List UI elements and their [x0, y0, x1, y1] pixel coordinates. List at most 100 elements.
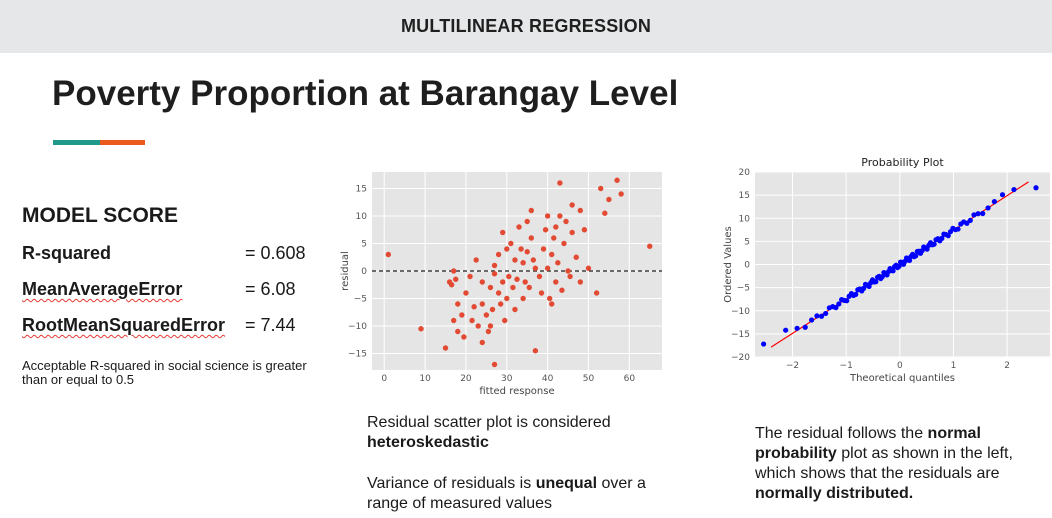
qq-caption-mid: plot as shown in the left, which shows t… — [755, 445, 1013, 482]
qq-ytick-label: −5 — [737, 284, 750, 294]
residual-point — [567, 273, 573, 280]
residual-point — [471, 304, 477, 310]
qq-caption-pre: The residual follows the — [755, 425, 924, 442]
residual-point — [385, 251, 392, 258]
residual-point — [485, 328, 492, 335]
residual-point — [606, 196, 612, 203]
residual-ytick-label: 0 — [361, 267, 367, 277]
residual-point — [544, 213, 551, 219]
residual-caption: Residual scatter plot is considered hete… — [367, 413, 687, 453]
residual-point — [504, 246, 510, 252]
qq-point — [999, 192, 1006, 198]
residual-point — [500, 229, 506, 236]
residual-point — [487, 323, 494, 329]
qq-point — [991, 199, 998, 205]
residual-point — [489, 306, 496, 313]
residual-point — [520, 295, 526, 302]
residual-point — [542, 227, 549, 233]
residual-point — [520, 260, 526, 266]
qq-point — [939, 235, 945, 241]
qq-caption-bold1: normal probability — [755, 425, 981, 462]
qq-point — [931, 241, 937, 247]
residual-xtick-label: 60 — [624, 374, 636, 384]
residual-point — [522, 279, 528, 285]
residual-point — [510, 284, 516, 291]
variance-caption: Variance of residuals is unequal over a … — [367, 474, 677, 514]
accent-bar-teal — [53, 140, 100, 145]
residual-point — [506, 273, 512, 280]
variance-caption-post: over a range of measured values — [367, 475, 646, 512]
residual-xlabel: fitted response — [479, 386, 554, 397]
model-score-heading: MODEL SCORE — [22, 204, 178, 227]
metric-rmse-label: RootMeanSquaredError — [22, 315, 226, 335]
residual-point — [559, 287, 565, 293]
residual-point — [504, 295, 510, 302]
residual-point — [536, 273, 543, 280]
residual-point — [553, 224, 559, 230]
residual-point — [524, 218, 530, 225]
qq-xlabel: Theoretical quantiles — [849, 373, 955, 384]
qq-point — [783, 327, 789, 333]
residual-point — [469, 317, 475, 324]
residual-point — [479, 301, 485, 307]
residual-xtick-label: 40 — [542, 374, 554, 384]
qq-point — [861, 285, 867, 291]
qq-caption-bold2: normally distributed. — [755, 485, 914, 502]
residual-point — [479, 279, 485, 285]
residual-point — [557, 213, 563, 219]
qq-xtick-label: −1 — [840, 361, 853, 371]
qq-point — [836, 301, 842, 307]
residual-caption-line1: Residual scatter plot is considered — [367, 414, 611, 431]
residual-point — [618, 191, 624, 197]
qq-point — [913, 253, 919, 259]
residual-point — [461, 334, 467, 340]
qq-point — [1033, 185, 1039, 191]
residual-point — [581, 227, 588, 233]
residual-point — [569, 229, 575, 236]
qq-point — [924, 246, 930, 252]
qq-ytick-label: 20 — [739, 168, 751, 178]
residual-point — [563, 218, 569, 225]
residual-point — [483, 312, 490, 318]
residual-point — [518, 246, 524, 252]
page-title: Poverty Proportion at Barangay Level — [52, 74, 679, 113]
residual-xtick-label: 30 — [501, 374, 513, 384]
r-squared-note: Acceptable R-squared in social science i… — [22, 358, 307, 387]
qq-point — [971, 212, 977, 218]
residual-point — [455, 301, 461, 307]
residual-point — [524, 249, 530, 255]
residual-point — [528, 235, 534, 241]
residual-point — [526, 284, 532, 291]
residual-point — [557, 180, 563, 186]
residual-point — [544, 265, 551, 271]
residual-point — [647, 243, 653, 249]
residual-point — [495, 251, 502, 258]
qq-ytick-label: 15 — [739, 191, 750, 201]
residual-point — [473, 257, 479, 263]
header-title: MULTILINEAR REGRESSION — [400, 16, 652, 36]
qq-point — [818, 313, 825, 319]
residual-point — [565, 268, 571, 274]
qq-point — [890, 268, 896, 274]
residual-point — [577, 207, 584, 214]
residual-point — [553, 279, 559, 285]
qq-caption: The residual follows the normal probabil… — [755, 424, 1035, 504]
residual-point — [602, 210, 608, 216]
qq-point — [802, 324, 808, 330]
qq-point — [853, 291, 859, 297]
residual-point — [491, 262, 498, 269]
residual-point — [614, 177, 620, 183]
residual-point — [479, 339, 485, 346]
residual-point — [418, 326, 424, 332]
qq-point — [808, 317, 815, 323]
residual-point — [487, 284, 494, 291]
qq-xtick-label: 1 — [951, 361, 957, 371]
residual-point — [497, 301, 504, 307]
qq-point — [1011, 186, 1017, 193]
qq-ytick-label: −20 — [731, 353, 750, 363]
qq-ytick-label: 10 — [739, 214, 751, 224]
variance-caption-pre: Variance of residuals is — [367, 475, 532, 492]
qq-point — [823, 310, 829, 317]
qq-ytick-label: −15 — [731, 330, 750, 340]
